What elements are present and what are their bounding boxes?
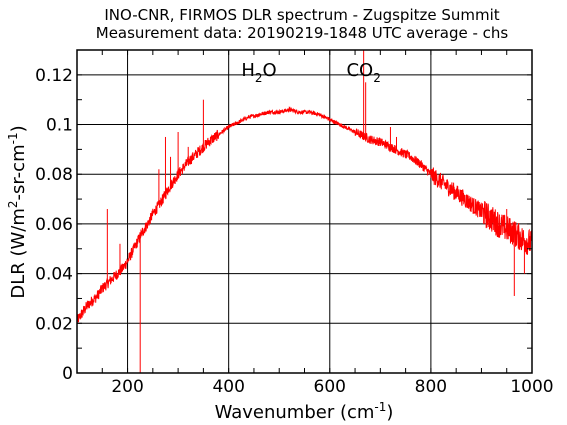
y-tick-label: 0.06 [35, 215, 73, 235]
x-axis-label: Wavenumber (cm-1) [215, 400, 394, 423]
y-tick-label: 0.12 [35, 66, 73, 86]
spectrum-line [76, 106, 533, 323]
x-tick-label: 800 [415, 377, 447, 397]
y-tick-label: 0.08 [35, 165, 73, 185]
x-tick-label: 1000 [510, 377, 553, 397]
grid-lines [77, 50, 532, 374]
chart-subtitle: Measurement data: 20190219-1848 UTC aver… [96, 24, 509, 42]
y-tick-label: 0.1 [46, 116, 73, 136]
x-tick-label: 600 [314, 377, 346, 397]
x-tick-label: 400 [212, 377, 244, 397]
plot-frame [76, 49, 533, 374]
y-tick-label: 0 [62, 364, 73, 384]
annotation-0: H2O [241, 60, 276, 85]
y-axis-label: DLR (W/m2-sr-cm-1) [6, 125, 29, 298]
axis-ticks: 200 400 600 800 1000 0 0.02 0.04 0.06 0.08 0.1 0.12 [35, 49, 554, 397]
plot-area [76, 50, 533, 373]
x-tick-label: 200 [111, 377, 143, 397]
y-tick-label: 0.02 [35, 314, 73, 334]
y-tick-label: 0.04 [35, 265, 73, 285]
chart-title: INO-CNR, FIRMOS DLR spectrum - Zugspitze… [104, 6, 499, 24]
annotation-1: CO2 [346, 60, 380, 85]
annotations: H2O CO2 [241, 60, 381, 85]
